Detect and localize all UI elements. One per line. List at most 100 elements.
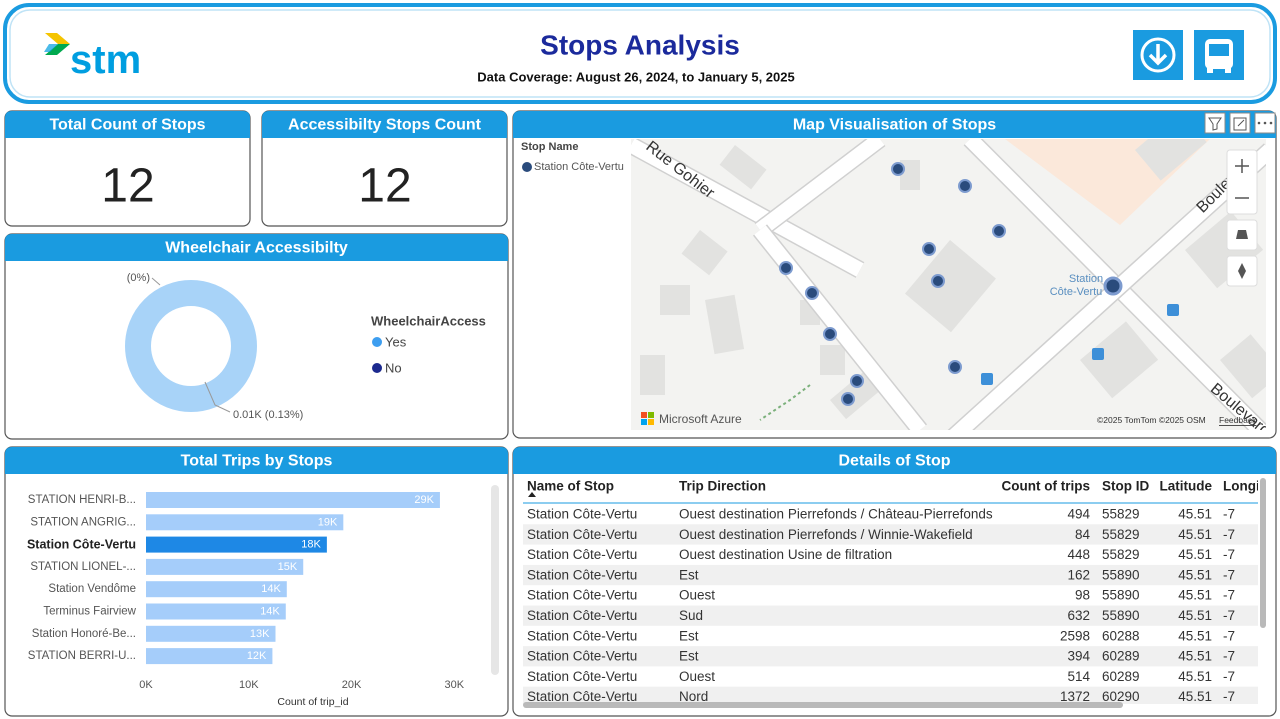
panel-title: Details of Stop xyxy=(838,453,950,470)
table-cell: 55829 xyxy=(1102,507,1140,522)
table-cell: 45.51 xyxy=(1178,547,1212,562)
brand-logo-square xyxy=(648,412,654,418)
bar xyxy=(146,558,304,575)
scrollbar xyxy=(491,485,499,675)
table-cell: Station Côte-Vertu xyxy=(527,669,637,684)
bus-stop-icon xyxy=(1092,348,1104,360)
x-tick-label: 0K xyxy=(139,679,153,691)
x-tick-label: 10K xyxy=(239,679,259,691)
table-hscrollbar xyxy=(523,702,1123,708)
table-cell: 55890 xyxy=(1102,608,1140,623)
table-cell: 55890 xyxy=(1102,567,1140,582)
leader-line xyxy=(204,381,231,413)
table-cell: Station Côte-Vertu xyxy=(527,567,637,582)
data-label: 14K xyxy=(260,606,280,618)
bus-icon-wheel xyxy=(1207,68,1213,73)
table-row-band xyxy=(523,646,1258,667)
stop-marker xyxy=(948,360,962,374)
donut-slice xyxy=(125,280,257,412)
map-legend-title: Stop Name xyxy=(521,141,578,153)
bar xyxy=(146,536,327,553)
table-cell: -7 xyxy=(1223,507,1235,522)
table-cell: -7 xyxy=(1223,669,1235,684)
table-cell: Station Côte-Vertu xyxy=(527,689,637,704)
zoom-in-icon xyxy=(1235,159,1249,199)
table-cell: 60289 xyxy=(1102,649,1140,664)
station-label: Station xyxy=(1069,273,1103,285)
bar xyxy=(146,648,273,665)
table-cell: -7 xyxy=(1223,689,1235,704)
data-label: 13K xyxy=(250,628,270,640)
table-cell: 98 xyxy=(1075,588,1090,603)
station-label: Côte-Vertu xyxy=(1050,286,1103,298)
table-cell: Nord xyxy=(679,689,708,704)
table-cell: Est xyxy=(679,628,699,643)
map-building xyxy=(705,294,745,355)
table-cell: 394 xyxy=(1067,649,1090,664)
category-label: STATION ANGRIG... xyxy=(30,516,136,528)
category-label: Station Vendôme xyxy=(48,583,136,595)
card-value: 12 xyxy=(358,160,411,213)
bar xyxy=(146,581,287,598)
map-attribution: ©2025 TomTom ©2025 OSM xyxy=(1097,415,1206,425)
logo-chevron-green xyxy=(45,44,70,55)
x-axis-title: Count of trip_id xyxy=(277,696,348,708)
legend-title: WheelchairAccess xyxy=(371,314,486,329)
map-building xyxy=(1135,139,1207,181)
header-frame xyxy=(3,3,1277,104)
stop-marker xyxy=(1103,276,1123,296)
bar xyxy=(146,514,344,531)
table-cell: 84 xyxy=(1075,527,1091,542)
table-cell: Station Côte-Vertu xyxy=(527,527,637,542)
table-cell: 55829 xyxy=(1102,527,1140,542)
table-cell: 448 xyxy=(1067,547,1090,562)
table-cell: Sud xyxy=(679,608,703,623)
legend-label: No xyxy=(385,361,402,376)
bar xyxy=(146,603,286,620)
bus-stop-icon xyxy=(1167,304,1179,316)
table-cell: 494 xyxy=(1067,507,1090,522)
stop-marker xyxy=(823,327,837,341)
panel-title-bar xyxy=(5,447,508,474)
table-cell: Station Côte-Vertu xyxy=(527,588,637,603)
map-building xyxy=(1219,334,1266,399)
table-cell: Ouest xyxy=(679,669,715,684)
table-vscrollbar xyxy=(1260,478,1266,628)
more-icon-dot xyxy=(1269,121,1273,125)
logo-text: stm xyxy=(70,38,141,82)
table-row-band xyxy=(523,686,1258,704)
category-label: Station Côte-Vertu xyxy=(27,538,136,552)
stop-marker xyxy=(891,162,905,176)
zoom-control[interactable] xyxy=(1226,149,1258,215)
table-cell: -7 xyxy=(1223,588,1235,603)
table-cell: -7 xyxy=(1223,527,1235,542)
table-cell: 45.51 xyxy=(1178,689,1212,704)
map-building xyxy=(719,145,767,190)
stop-marker xyxy=(922,242,936,256)
map-building xyxy=(905,240,996,333)
table-cell: 55890 xyxy=(1102,588,1140,603)
map-brand: Microsoft Azure xyxy=(659,412,742,426)
table-cell: 60288 xyxy=(1102,628,1140,643)
table-cell: -7 xyxy=(1223,567,1235,582)
leader-line xyxy=(151,277,161,286)
table-cell: 632 xyxy=(1067,608,1090,623)
table-cell: Est xyxy=(679,649,699,664)
table-cell: 45.51 xyxy=(1178,649,1212,664)
table-cell: 45.51 xyxy=(1178,527,1212,542)
brand-logo-square xyxy=(641,419,647,425)
table-cell: 45.51 xyxy=(1178,608,1212,623)
map-legend-label: Station Côte-Vertu xyxy=(534,161,624,173)
panel-title: Map Visualisation of Stops xyxy=(793,117,996,134)
table-cell: 514 xyxy=(1067,669,1090,684)
legend-marker xyxy=(372,337,382,347)
table-cell: 55829 xyxy=(1102,547,1140,562)
panel-title-bar xyxy=(513,447,1276,474)
map-building xyxy=(1080,321,1159,399)
bar xyxy=(146,492,440,508)
data-label: (0%) xyxy=(127,272,150,284)
data-label: 29K xyxy=(414,494,434,506)
legend-marker xyxy=(372,363,382,373)
stop-marker xyxy=(958,179,972,193)
panel-title: Total Trips by Stops xyxy=(181,453,333,470)
